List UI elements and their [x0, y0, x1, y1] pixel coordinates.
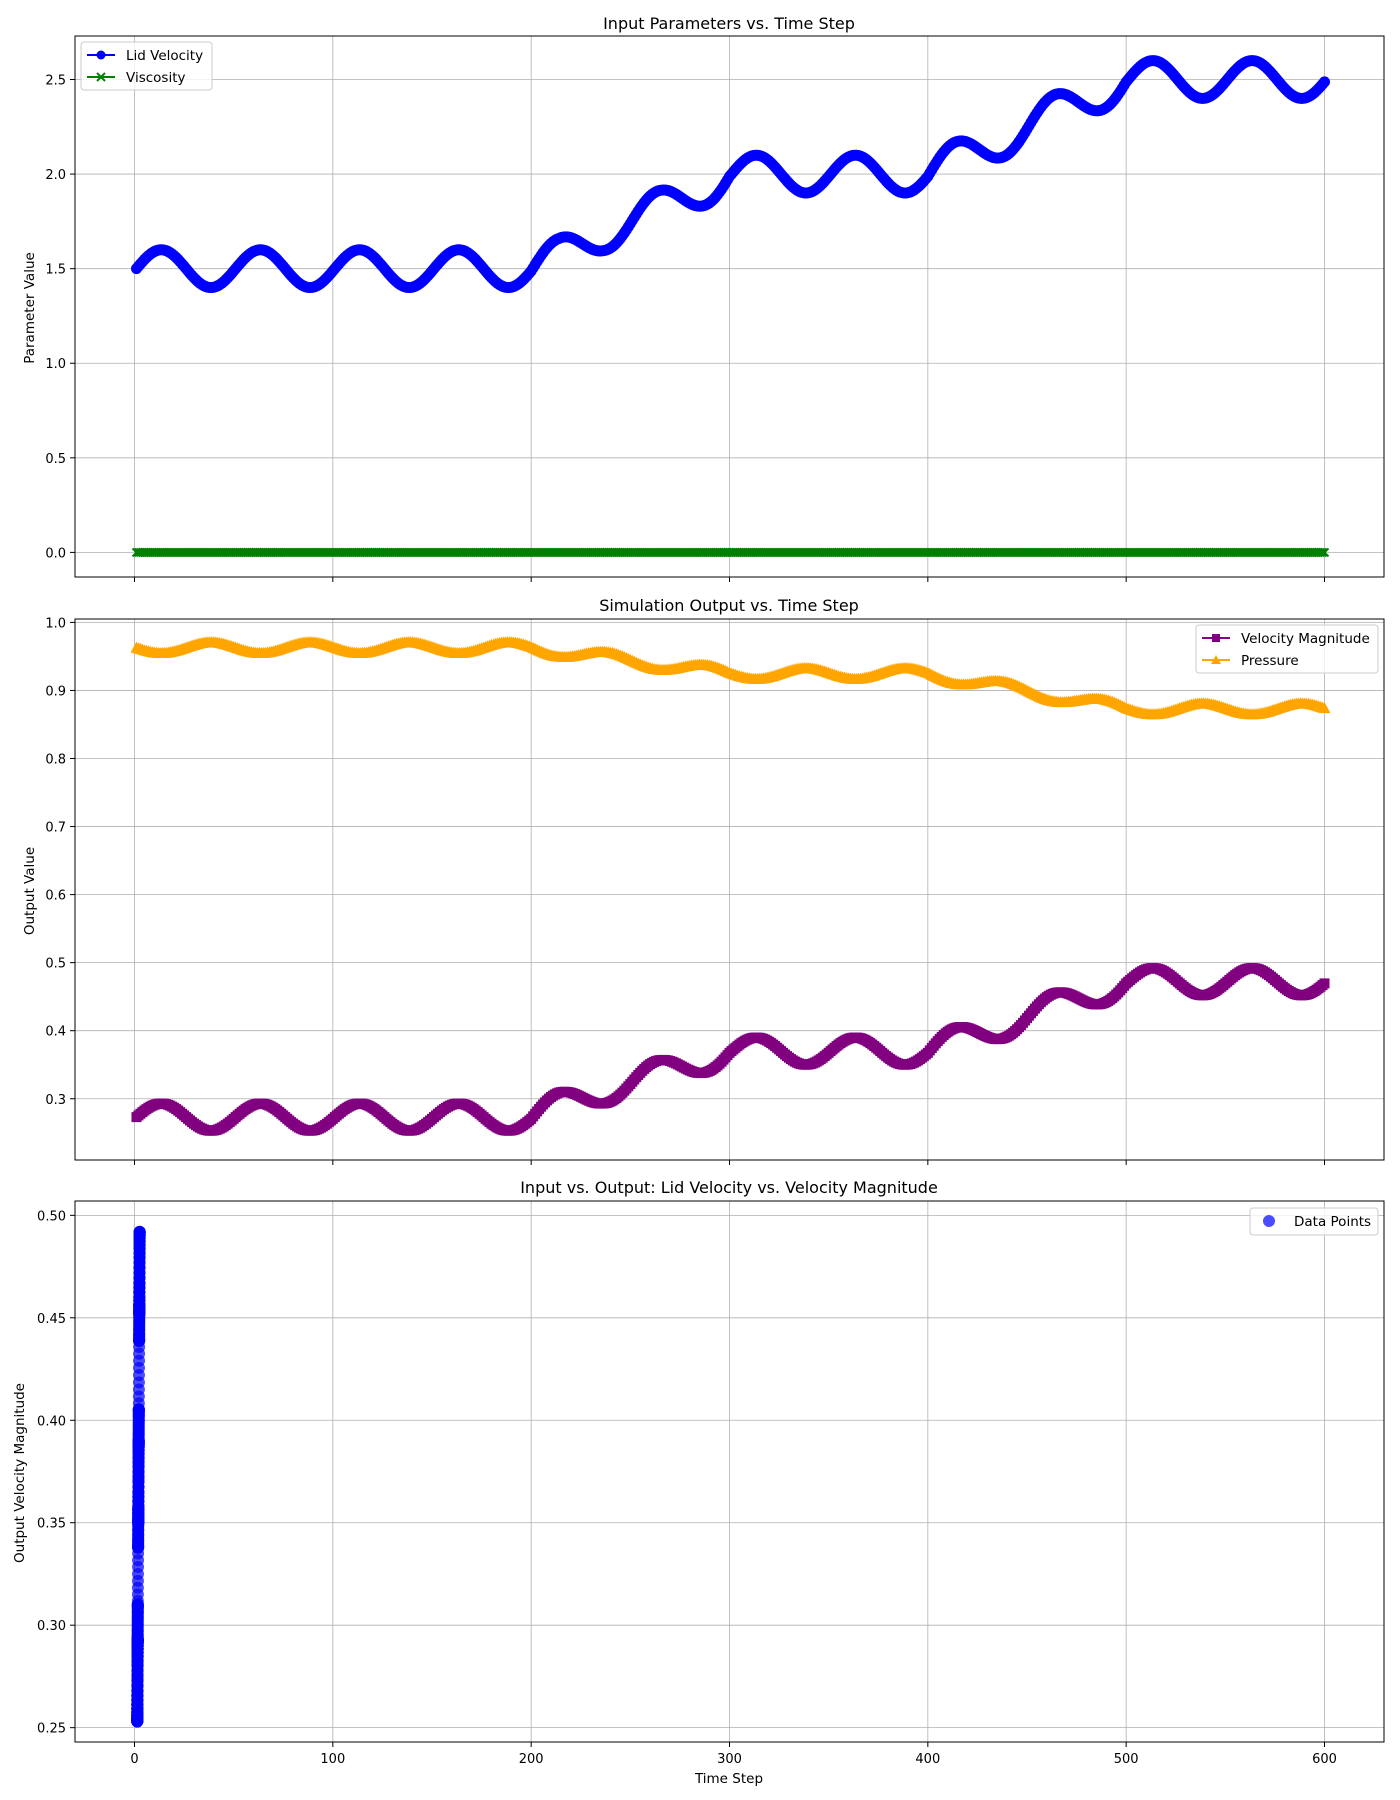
panel-2-x-ticks — [134, 1160, 1325, 1165]
legend-box — [1249, 1207, 1379, 1236]
panel-3-ylabel: Output Velocity Magnitude — [12, 1383, 28, 1563]
data-point — [133, 1271, 146, 1284]
x-tick-label: 500 — [1114, 1752, 1139, 1767]
y-tick-label: 2.0 — [45, 168, 66, 183]
data-point — [1319, 547, 1330, 558]
panel-3-plot-area — [131, 1225, 146, 1728]
y-tick-label: 1.0 — [45, 616, 66, 631]
y-tick-label: 0.8 — [45, 753, 66, 768]
legend-label-data-points: Data Points — [1294, 1214, 1371, 1230]
panel-2-legend: Velocity Magnitude Pressure — [1195, 624, 1379, 674]
panel-1-x-ticks — [134, 577, 1325, 582]
panel-3-y-ticks: 0.25 0.30 0.35 0.40 0.45 0.50 — [37, 1209, 75, 1737]
x-tick-label: 200 — [519, 1752, 544, 1767]
series-lid-velocity — [130, 55, 1330, 294]
legend-marker-square-icon — [1212, 634, 1220, 642]
data-point — [1319, 76, 1330, 88]
data-point — [1318, 702, 1331, 714]
panel-2-ylabel: Output Value — [22, 847, 38, 935]
panel-3-xlabel: Time Step — [694, 1771, 763, 1787]
panel-1-ylabel: Parameter Value — [22, 252, 38, 364]
panel-2-y-ticks: 0.3 0.4 0.5 0.6 0.7 0.8 0.9 1.0 — [45, 616, 75, 1108]
x-tick-label: 300 — [717, 1752, 742, 1767]
legend-marker-circle-icon — [1263, 1215, 1275, 1227]
panel-1-title: Input Parameters vs. Time Step — [603, 14, 855, 33]
y-tick-label: 0.6 — [45, 889, 66, 904]
y-tick-label: 0.0 — [45, 546, 66, 561]
panel-1-grid — [75, 36, 1384, 577]
legend-label-viscosity: Viscosity — [126, 70, 185, 86]
y-tick-label: 2.5 — [45, 74, 66, 89]
series-velocity-magnitude — [131, 963, 1330, 1136]
series-viscosity — [131, 547, 1330, 558]
series-pressure — [130, 636, 1331, 720]
panel-simulation-output: Simulation Output vs. Time Step Output V… — [22, 596, 1385, 1165]
panel-1-legend: Lid Velocity Viscosity — [80, 41, 213, 91]
y-tick-label: 0.9 — [45, 684, 66, 699]
y-tick-label: 0.3 — [45, 1093, 66, 1108]
panel-3-x-ticks: 0 100 200 300 400 500 600 — [130, 1742, 1337, 1767]
legend-box — [1195, 624, 1379, 674]
y-tick-label: 0.25 — [37, 1722, 66, 1737]
legend-marker-x-icon — [96, 72, 106, 82]
y-tick-label: 0.35 — [37, 1517, 66, 1532]
x-tick-label: 400 — [915, 1752, 940, 1767]
panel-2-title: Simulation Output vs. Time Step — [599, 596, 859, 615]
legend-label-pressure: Pressure — [1241, 653, 1299, 669]
panel-input-parameters: Input Parameters vs. Time Step Parameter… — [22, 14, 1385, 582]
series-data-points — [131, 1225, 146, 1728]
panel-3-grid — [75, 1201, 1384, 1742]
legend-marker-triangle-icon — [1211, 655, 1221, 664]
y-tick-label: 1.5 — [45, 263, 66, 278]
y-tick-label: 0.4 — [45, 1025, 66, 1040]
legend-label-lid-velocity: Lid Velocity — [126, 48, 203, 64]
x-tick-label: 100 — [320, 1752, 345, 1767]
y-tick-label: 0.5 — [45, 957, 66, 972]
data-point — [1317, 547, 1328, 558]
y-tick-label: 0.40 — [37, 1414, 66, 1429]
legend-marker-circle-icon — [96, 50, 106, 60]
panel-1-plot-area — [130, 55, 1330, 558]
x-tick-label: 0 — [130, 1752, 138, 1767]
panel-3-title: Input vs. Output: Lid Velocity vs. Veloc… — [520, 1178, 938, 1197]
y-tick-label: 1.0 — [45, 357, 66, 372]
panel-input-vs-output: Input vs. Output: Lid Velocity vs. Veloc… — [12, 1178, 1385, 1787]
y-tick-label: 0.5 — [45, 452, 66, 467]
y-tick-label: 0.45 — [37, 1312, 66, 1327]
y-tick-label: 0.50 — [37, 1209, 66, 1224]
panel-1-y-ticks: 0.0 0.5 1.0 1.5 2.0 2.5 — [45, 74, 75, 561]
panel-3-legend: Data Points — [1249, 1207, 1379, 1236]
y-tick-label: 0.30 — [37, 1619, 66, 1634]
x-tick-label: 600 — [1312, 1752, 1337, 1767]
legend-label-velocity-magnitude: Velocity Magnitude — [1241, 631, 1370, 647]
y-tick-label: 0.7 — [45, 821, 66, 836]
data-point — [1319, 978, 1330, 989]
panel-2-plot-area — [130, 636, 1331, 1136]
